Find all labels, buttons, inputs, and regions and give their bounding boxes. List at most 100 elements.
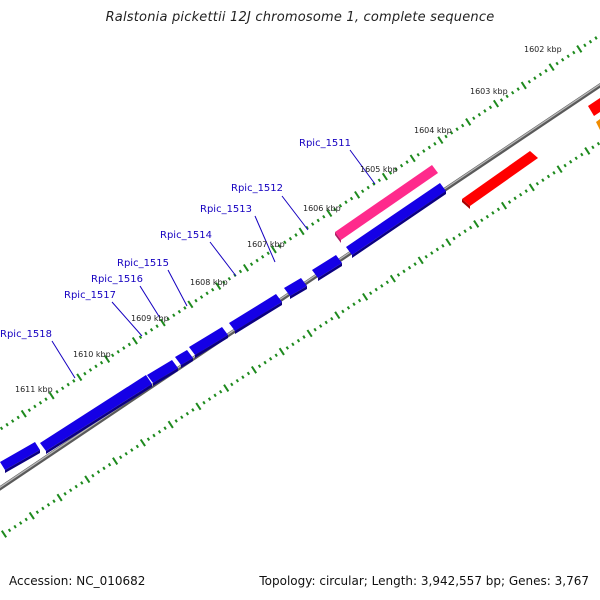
scale-tick-minor [413, 262, 417, 266]
scale-tick-minor [99, 360, 104, 365]
scale-tick-minor [496, 207, 501, 212]
scale-tick-major [465, 118, 472, 126]
scale-tick-minor [596, 141, 600, 146]
scale-tick-minor [435, 247, 440, 252]
forward-gene-arrow-shade [318, 263, 342, 281]
gene-label-rpic-1516[interactable]: Rpic_1516 [91, 274, 143, 285]
scale-tick-major [548, 63, 555, 72]
scale-tick-minor [218, 389, 223, 394]
scale-tick-major [131, 336, 138, 345]
reverse-gene-arrow[interactable] [462, 151, 538, 206]
scale-tick-minor [399, 163, 404, 168]
forward-gene-arrow [189, 327, 228, 355]
rna-gene-bar-shade [335, 232, 341, 243]
scale-tick-minor [35, 510, 40, 514]
scale-tick-minor [144, 331, 148, 336]
scale-tick-minor [277, 244, 282, 248]
scale-tick-minor [38, 401, 43, 405]
scale-tick-minor [324, 320, 328, 325]
scale-tick-minor [305, 225, 309, 230]
gene-label-rpic-1514[interactable]: Rpic_1514 [160, 230, 212, 241]
scale-tick-major [48, 391, 55, 400]
scale-tick-minor [427, 145, 432, 150]
kbp-label: 1605 kbp [360, 165, 398, 174]
scale-tick-minor [213, 393, 217, 398]
scale-tick-minor [316, 218, 320, 223]
forward-gene-arrow [147, 360, 178, 383]
label-leader-lines [51, 149, 376, 379]
scale-tick-minor [422, 149, 426, 153]
forward-gene-arrow [175, 350, 193, 365]
label-leader-line [139, 285, 161, 319]
gene-label-rpic-1515[interactable]: Rpic_1515 [117, 258, 169, 269]
scale-tick-minor [555, 61, 559, 66]
kbp-label: 1611 kbp [15, 385, 53, 394]
gene-label-rpic-1513[interactable]: Rpic_1513 [200, 204, 252, 215]
scale-tick-minor [96, 470, 101, 474]
label-leader-line [209, 241, 237, 277]
scale-tick-minor [552, 171, 556, 175]
scale-tick-minor [566, 54, 570, 59]
scale-tick-major [473, 220, 480, 228]
scale-tick-minor [241, 375, 245, 379]
scale-tick-minor [68, 488, 73, 493]
scale-tick-minor [107, 462, 112, 467]
kbp-label: 1606 kbp [303, 204, 341, 213]
scale-tick-minor [349, 196, 354, 201]
scale-tick-major [334, 311, 341, 320]
outer-scale-ring [0, 36, 598, 431]
gene-label-rpic-1517[interactable]: Rpic_1517 [64, 290, 116, 301]
scale-tick-minor [205, 291, 209, 296]
scale-tick-minor [455, 127, 459, 132]
scale-tick-minor [146, 437, 151, 441]
scale-tick-major [492, 99, 500, 108]
gene-label-rpic-1512[interactable]: Rpic_1512 [231, 183, 283, 194]
scale-tick-minor [130, 448, 134, 452]
scale-tick-minor [124, 451, 128, 456]
scale-tick-minor [480, 218, 484, 223]
scale-tick-minor [191, 408, 195, 412]
scale-tick-minor [122, 346, 126, 350]
scale-tick-minor [472, 116, 476, 121]
scale-tick-minor [491, 211, 495, 215]
accession-text: Accession: NC_010682 [9, 574, 146, 588]
scale-tick-minor [24, 517, 28, 522]
scale-tick-minor [177, 309, 182, 314]
scale-tick-minor [149, 328, 154, 332]
rna-gene-bar[interactable] [335, 165, 438, 240]
scale-tick-minor [155, 324, 159, 329]
scale-tick-minor [322, 214, 326, 219]
scale-tick-minor [535, 181, 540, 186]
kbp-label: 1607 kbp [247, 240, 285, 249]
scale-tick-minor [368, 291, 373, 296]
forward-gene-arrow [229, 294, 282, 331]
scale-tick-major [270, 245, 277, 254]
reverse-gene-arrow[interactable] [588, 98, 600, 116]
scale-tick-major [520, 81, 527, 90]
scale-tick-major [500, 201, 508, 210]
scale-tick-minor [135, 444, 140, 449]
other-feature-marker[interactable] [596, 119, 600, 130]
scale-tick-minor [72, 379, 76, 383]
scale-tick-major [28, 511, 35, 520]
scale-tick-minor [563, 163, 567, 168]
scale-tick-minor [138, 335, 143, 339]
gene-label-rpic-1511[interactable]: Rpic_1511 [299, 138, 351, 149]
scale-tick-minor [180, 415, 184, 420]
forward-gene-arrow-shade [181, 358, 193, 368]
scale-tick-minor [488, 105, 493, 110]
scale-tick-minor [310, 222, 315, 226]
scale-tick-minor [110, 353, 115, 358]
scale-tick-major [528, 183, 535, 192]
scale-tick-minor [372, 182, 376, 186]
scale-tick-major [556, 165, 563, 174]
scale-tick-major [56, 493, 63, 502]
scale-tick-minor [338, 204, 343, 208]
label-leader-line [281, 195, 309, 231]
label-leader-line [167, 269, 188, 307]
scale-tick-minor [16, 415, 20, 420]
gene-label-rpic-1518[interactable]: Rpic_1518 [0, 329, 52, 340]
scale-tick-minor [235, 378, 240, 383]
scale-tick-minor [199, 295, 204, 299]
